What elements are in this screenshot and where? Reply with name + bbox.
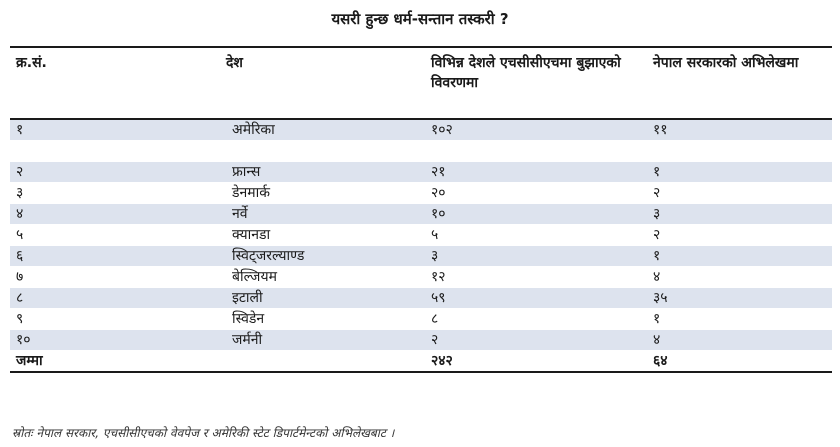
row-hcch-count: ८ <box>431 310 439 327</box>
row-serial: ६ <box>16 247 24 264</box>
row-hcch-count: २१ <box>431 163 446 180</box>
row-country: बेल्जियम <box>232 268 277 285</box>
table-row: ४ नर्वे १० ३ <box>10 203 832 225</box>
row-country: नर्वे <box>232 205 248 222</box>
row-hcch-count: १०२ <box>431 122 453 138</box>
row-country: इटाली <box>232 289 263 306</box>
row-hcch-count: २० <box>431 184 446 201</box>
row-country: जर्मनी <box>232 331 263 348</box>
row-serial: १० <box>16 331 31 348</box>
table-row: ९ स्विडेन ८ १ <box>10 308 832 330</box>
table-row: ३ डेनमार्क २० २ <box>10 182 832 204</box>
table-row: २ फ्रान्स २१ १ <box>10 161 832 183</box>
table-row: १ अमेरिका १०२ ११ <box>10 119 832 141</box>
header-nepal: नेपाल सरकारको अभिलेखमा <box>653 55 799 71</box>
row-nepal-count: ३ <box>653 205 661 222</box>
table-row <box>10 141 832 162</box>
table-row: १० जर्मनी २ ४ <box>10 329 832 351</box>
total-empty <box>220 350 425 372</box>
row-nepal-count: १ <box>653 310 661 327</box>
table-row: ६ स्विट्जरल्याण्ड ३ १ <box>10 245 832 267</box>
row-serial: ४ <box>16 205 24 222</box>
row-country: डेनमार्क <box>232 184 271 201</box>
row-serial: ९ <box>16 310 24 327</box>
row-hcch-count: १० <box>431 205 446 222</box>
total-nepal: ६४ <box>653 352 668 369</box>
row-hcch-count: २ <box>431 331 439 348</box>
row-serial: ७ <box>16 268 24 285</box>
table-body: १ अमेरिका १०२ ११ २ फ्रान्स २१ १ ३ डेनमार्क २० २ ४ नर्… <box>10 119 832 372</box>
total-hcch: २४२ <box>431 352 453 369</box>
row-country <box>220 141 425 162</box>
row-nepal-count: १ <box>653 163 661 180</box>
row-nepal-count: ३५ <box>653 289 668 306</box>
row-serial <box>10 141 220 162</box>
adoption-table: क्र.सं. देश विभिन्न देशले एचसीसीएचमा बुझ… <box>10 46 832 373</box>
header-country: देश <box>226 55 243 71</box>
row-nepal-count: ११ <box>653 122 668 138</box>
row-country: क्यानडा <box>232 226 271 243</box>
table-row: ५ क्यानडा ५ २ <box>10 224 832 246</box>
row-serial: ५ <box>16 226 24 243</box>
page-title: यसरी हुन्छ धर्म-सन्तान तस्करी ? <box>331 10 509 28</box>
row-country: फ्रान्स <box>232 163 261 180</box>
row-hcch-count: १२ <box>431 268 446 285</box>
row-country: स्विट्जरल्याण्ड <box>232 247 305 264</box>
row-serial: २ <box>16 163 24 180</box>
source-note: स्रोतः नेपाल सरकार, एचसीसीएचको वेवपेज र … <box>12 426 395 440</box>
table-row: ७ बेल्जियम १२ ४ <box>10 266 832 288</box>
table-header-row: क्र.सं. देश विभिन्न देशले एचसीसीएचमा बुझ… <box>10 47 832 119</box>
row-hcch-count: ५९ <box>431 289 446 306</box>
total-row: जम्मा २४२ ६४ <box>10 350 832 372</box>
row-nepal-count: ४ <box>653 331 661 348</box>
row-nepal-count: २ <box>653 184 661 201</box>
row-serial: ३ <box>16 184 24 201</box>
header-serial: क्र.सं. <box>16 55 47 71</box>
row-nepal-count: २ <box>653 226 661 243</box>
row-country: स्विडेन <box>232 310 265 327</box>
row-hcch-count <box>425 141 647 162</box>
row-serial: १ <box>16 122 24 138</box>
row-hcch-count: ३ <box>431 247 439 264</box>
header-hcch: विभिन्न देशले एचसीसीएचमा बुझाएको विवरणमा <box>431 55 621 91</box>
total-label: जम्मा <box>16 352 43 369</box>
row-nepal-count: १ <box>653 247 661 264</box>
row-serial: ८ <box>16 289 24 306</box>
row-nepal-count: ४ <box>653 268 661 285</box>
row-country: अमेरिका <box>232 122 275 138</box>
table-row: ८ इटाली ५९ ३५ <box>10 287 832 309</box>
row-hcch-count: ५ <box>431 226 439 243</box>
row-nepal-count <box>647 141 832 162</box>
